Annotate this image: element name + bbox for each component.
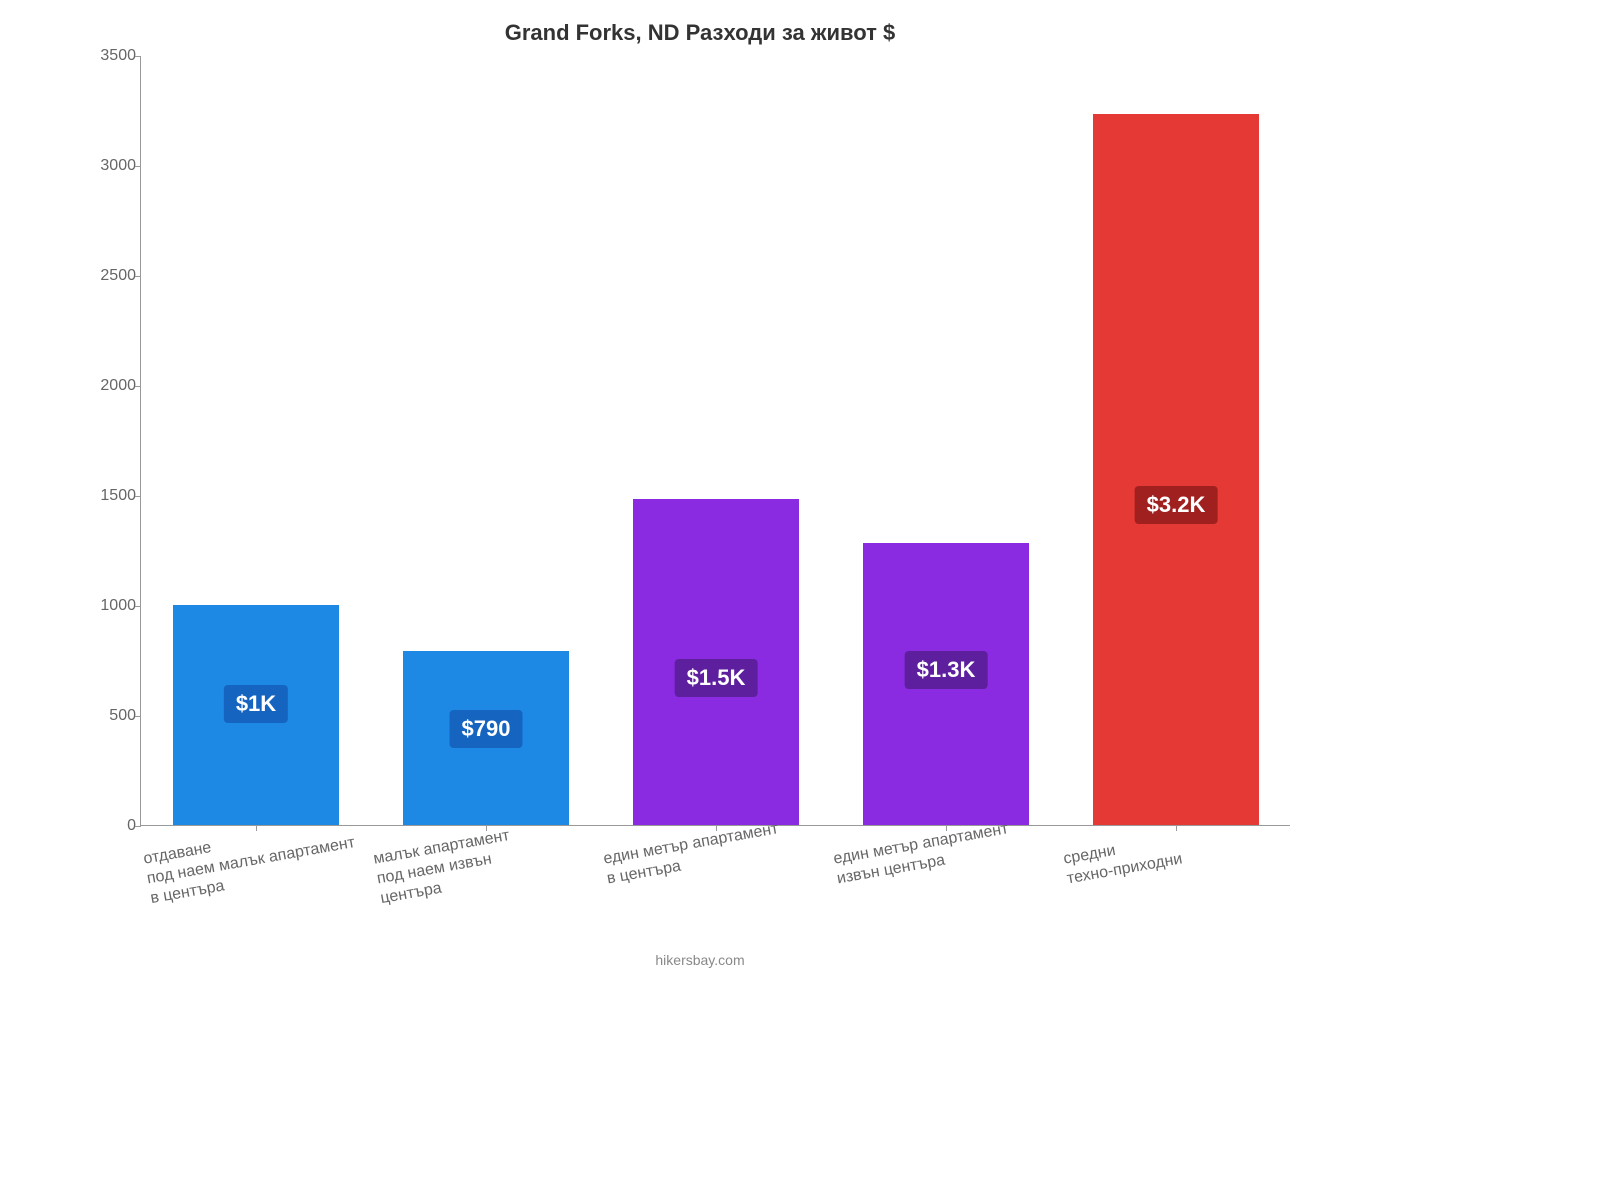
bar-value-label: $1.5K	[675, 659, 758, 697]
y-tick-mark	[135, 166, 141, 167]
y-tick-label: 2500	[81, 267, 136, 285]
y-tick-mark	[135, 716, 141, 717]
chart-title: Grand Forks, ND Разходи за живот $	[60, 20, 1340, 46]
chart-footer: hikersbay.com	[60, 952, 1340, 968]
bar	[1093, 114, 1259, 825]
bar-value-label: $1.3K	[905, 651, 988, 689]
y-tick-label: 0	[81, 817, 136, 835]
x-axis-label: отдаване под наем малък апартамент в цен…	[142, 813, 360, 909]
y-tick-mark	[135, 56, 141, 57]
y-tick-mark	[135, 606, 141, 607]
y-tick-label: 1500	[81, 487, 136, 505]
cost-of-living-chart: Grand Forks, ND Разходи за живот $ 0 500 1…	[60, 20, 1340, 980]
bar-value-label: $3.2K	[1135, 486, 1218, 524]
y-tick-mark	[135, 386, 141, 387]
x-axis-label: един метър апартамент в центъра	[602, 819, 784, 889]
x-axis-label: един метър апартамент извън центъра	[832, 819, 1014, 889]
y-tick-mark	[135, 826, 141, 827]
bar-value-label: $1K	[224, 685, 288, 723]
y-tick-mark	[135, 276, 141, 277]
y-tick-label: 3000	[81, 157, 136, 175]
plot-area: 0500100015002000250030003500$1K$790$1.5K…	[140, 56, 1290, 826]
y-tick-label: 3500	[81, 47, 136, 65]
bar-value-label: $790	[450, 710, 523, 748]
x-axis-label: средни техно-приходни	[1062, 830, 1184, 890]
y-tick-label: 2000	[81, 377, 136, 395]
y-tick-mark	[135, 496, 141, 497]
x-axis-label: малък апартамент под наем извън центъра	[372, 826, 518, 909]
y-tick-label: 1000	[81, 597, 136, 615]
y-tick-label: 500	[81, 707, 136, 725]
